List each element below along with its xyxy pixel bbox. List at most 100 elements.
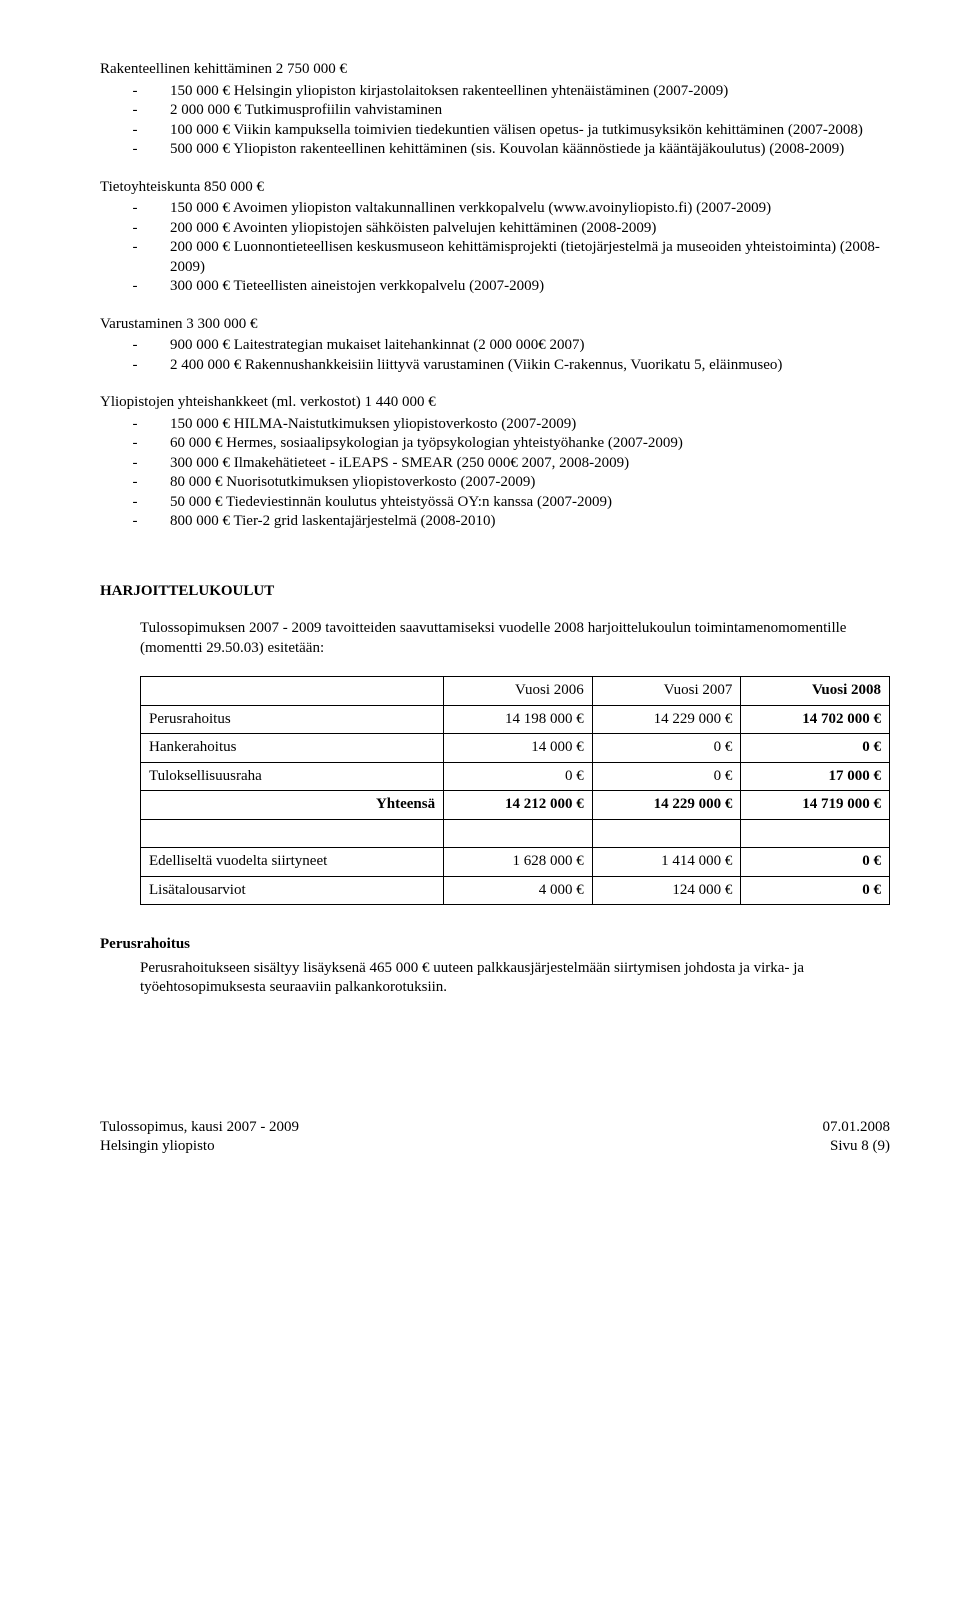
table-cell-label: Tuloksellisuusraha xyxy=(141,762,444,791)
list-item: -500 000 € Yliopiston rakenteellinen keh… xyxy=(100,140,890,160)
table-header xyxy=(141,677,444,706)
bullet-dash: - xyxy=(100,121,170,141)
table-cell-label: Lisätalousarviot xyxy=(141,876,444,905)
list-item: -300 000 € Ilmakehätieteet - iLEAPS - SM… xyxy=(100,454,890,474)
table-cell: 0 € xyxy=(592,762,741,791)
list-item-text: 300 000 € Tieteellisten aineistojen verk… xyxy=(170,277,890,297)
list-item-text: 2 000 000 € Tutkimusprofiilin vahvistami… xyxy=(170,101,890,121)
table-cell: 14 212 000 € xyxy=(444,791,593,820)
list-item-text: 500 000 € Yliopiston rakenteellinen kehi… xyxy=(170,140,890,160)
bullet-dash: - xyxy=(100,336,170,356)
bullet-dash: - xyxy=(100,238,170,277)
table-header: Vuosi 2006 xyxy=(444,677,593,706)
page-footer: Tulossopimus, kausi 2007 - 2009 Helsingi… xyxy=(100,1118,890,1157)
table-cell: 0 € xyxy=(592,734,741,763)
list-item-text: 200 000 € Avointen yliopistojen sähköist… xyxy=(170,219,890,239)
sub-paragraph: Perusrahoitukseen sisältyy lisäyksenä 46… xyxy=(140,959,890,998)
table-cell: 17 000 € xyxy=(741,762,890,791)
list-item: -80 000 € Nuorisotutkimuksen yliopistove… xyxy=(100,473,890,493)
section-title: Yliopistojen yhteishankkeet (ml. verkost… xyxy=(100,393,890,413)
footer-right-1: 07.01.2008 xyxy=(823,1118,891,1138)
table-cell: 14 229 000 € xyxy=(592,705,741,734)
list-item-text: 150 000 € Avoimen yliopiston valtakunnal… xyxy=(170,199,890,219)
bullet-dash: - xyxy=(100,140,170,160)
table-cell-label: Yhteensä xyxy=(141,791,444,820)
list-item: -150 000 € HILMA-Naistutkimuksen yliopis… xyxy=(100,415,890,435)
list-item-text: 300 000 € Ilmakehätieteet - iLEAPS - SME… xyxy=(170,454,890,474)
bullet-dash: - xyxy=(100,356,170,376)
bullet-dash: - xyxy=(100,82,170,102)
list-item-text: 50 000 € Tiedeviestinnän koulutus yhteis… xyxy=(170,493,890,513)
table-cell-empty xyxy=(141,819,444,848)
bullet-dash: - xyxy=(100,493,170,513)
table-row: Perusrahoitus14 198 000 €14 229 000 €14 … xyxy=(141,705,890,734)
table-cell: 14 719 000 € xyxy=(741,791,890,820)
list-item-text: 2 400 000 € Rakennushankkeisiin liittyvä… xyxy=(170,356,890,376)
table-cell: 14 000 € xyxy=(444,734,593,763)
table-row: Edelliseltä vuodelta siirtyneet1 628 000… xyxy=(141,848,890,877)
list-item: -100 000 € Viikin kampuksella toimivien … xyxy=(100,121,890,141)
list-item-text: 800 000 € Tier-2 grid laskentajärjestelm… xyxy=(170,512,890,532)
section-title: Tietoyhteiskunta 850 000 € xyxy=(100,178,890,198)
footer-left-1: Tulossopimus, kausi 2007 - 2009 xyxy=(100,1118,299,1138)
list-item-text: 150 000 € Helsingin yliopiston kirjastol… xyxy=(170,82,890,102)
list-item-text: 100 000 € Viikin kampuksella toimivien t… xyxy=(170,121,890,141)
table-cell: 0 € xyxy=(741,876,890,905)
list-item: -200 000 € Luonnontieteellisen keskusmus… xyxy=(100,238,890,277)
bullet-dash: - xyxy=(100,219,170,239)
list-item: -200 000 € Avointen yliopistojen sähköis… xyxy=(100,219,890,239)
bullet-dash: - xyxy=(100,434,170,454)
table-cell: 0 € xyxy=(444,762,593,791)
table-cell-label: Perusrahoitus xyxy=(141,705,444,734)
bullet-dash: - xyxy=(100,277,170,297)
bullet-dash: - xyxy=(100,101,170,121)
bullet-dash: - xyxy=(100,415,170,435)
table-cell-empty xyxy=(592,819,741,848)
list-item: -60 000 € Hermes, sosiaalipsykologian ja… xyxy=(100,434,890,454)
table-header: Vuosi 2008 xyxy=(741,677,890,706)
bullet-dash: - xyxy=(100,473,170,493)
table-cell-empty xyxy=(741,819,890,848)
section-title: Rakenteellinen kehittäminen 2 750 000 € xyxy=(100,60,890,80)
table-cell: 1 628 000 € xyxy=(444,848,593,877)
table-cell: 124 000 € xyxy=(592,876,741,905)
table-row: Yhteensä14 212 000 €14 229 000 €14 719 0… xyxy=(141,791,890,820)
list-item-text: 80 000 € Nuorisotutkimuksen yliopistover… xyxy=(170,473,890,493)
bullet-dash: - xyxy=(100,512,170,532)
table-cell: 14 229 000 € xyxy=(592,791,741,820)
list-item-text: 150 000 € HILMA-Naistutkimuksen yliopist… xyxy=(170,415,890,435)
table-cell: 0 € xyxy=(741,734,890,763)
section-title: Varustaminen 3 300 000 € xyxy=(100,315,890,335)
table-spacer-row xyxy=(141,819,890,848)
table-cell: 0 € xyxy=(741,848,890,877)
list-item-text: 900 000 € Laitestrategian mukaiset laite… xyxy=(170,336,890,356)
table-cell: 14 702 000 € xyxy=(741,705,890,734)
list-item: -150 000 € Avoimen yliopiston valtakunna… xyxy=(100,199,890,219)
list-item: -2 400 000 € Rakennushankkeisiin liittyv… xyxy=(100,356,890,376)
footer-right-2: Sivu 8 (9) xyxy=(823,1137,891,1157)
footer-left-2: Helsingin yliopisto xyxy=(100,1137,299,1157)
sub-heading: Perusrahoitus xyxy=(100,935,890,955)
list-item: -150 000 € Helsingin yliopiston kirjasto… xyxy=(100,82,890,102)
list-item: -900 000 € Laitestrategian mukaiset lait… xyxy=(100,336,890,356)
list-item-text: 60 000 € Hermes, sosiaalipsykologian ja … xyxy=(170,434,890,454)
table-row: Lisätalousarviot4 000 €124 000 €0 € xyxy=(141,876,890,905)
table-cell: 14 198 000 € xyxy=(444,705,593,734)
table-row: Hankerahoitus14 000 €0 €0 € xyxy=(141,734,890,763)
list-item: -300 000 € Tieteellisten aineistojen ver… xyxy=(100,277,890,297)
table-cell-label: Hankerahoitus xyxy=(141,734,444,763)
table-cell-empty xyxy=(444,819,593,848)
bullet-dash: - xyxy=(100,199,170,219)
table-cell: 1 414 000 € xyxy=(592,848,741,877)
intro-paragraph: Tulossopimuksen 2007 - 2009 tavoitteiden… xyxy=(140,619,890,658)
table-cell-label: Edelliseltä vuodelta siirtyneet xyxy=(141,848,444,877)
list-item: -2 000 000 € Tutkimusprofiilin vahvistam… xyxy=(100,101,890,121)
table-cell: 4 000 € xyxy=(444,876,593,905)
list-item: -50 000 € Tiedeviestinnän koulutus yhtei… xyxy=(100,493,890,513)
table-row: Tuloksellisuusraha0 €0 €17 000 € xyxy=(141,762,890,791)
funding-table: Vuosi 2006 Vuosi 2007 Vuosi 2008 Perusra… xyxy=(140,676,890,905)
list-item: -800 000 € Tier-2 grid laskentajärjestel… xyxy=(100,512,890,532)
list-item-text: 200 000 € Luonnontieteellisen keskusmuse… xyxy=(170,238,890,277)
section-heading: HARJOITTELUKOULUT xyxy=(100,582,890,602)
table-header: Vuosi 2007 xyxy=(592,677,741,706)
